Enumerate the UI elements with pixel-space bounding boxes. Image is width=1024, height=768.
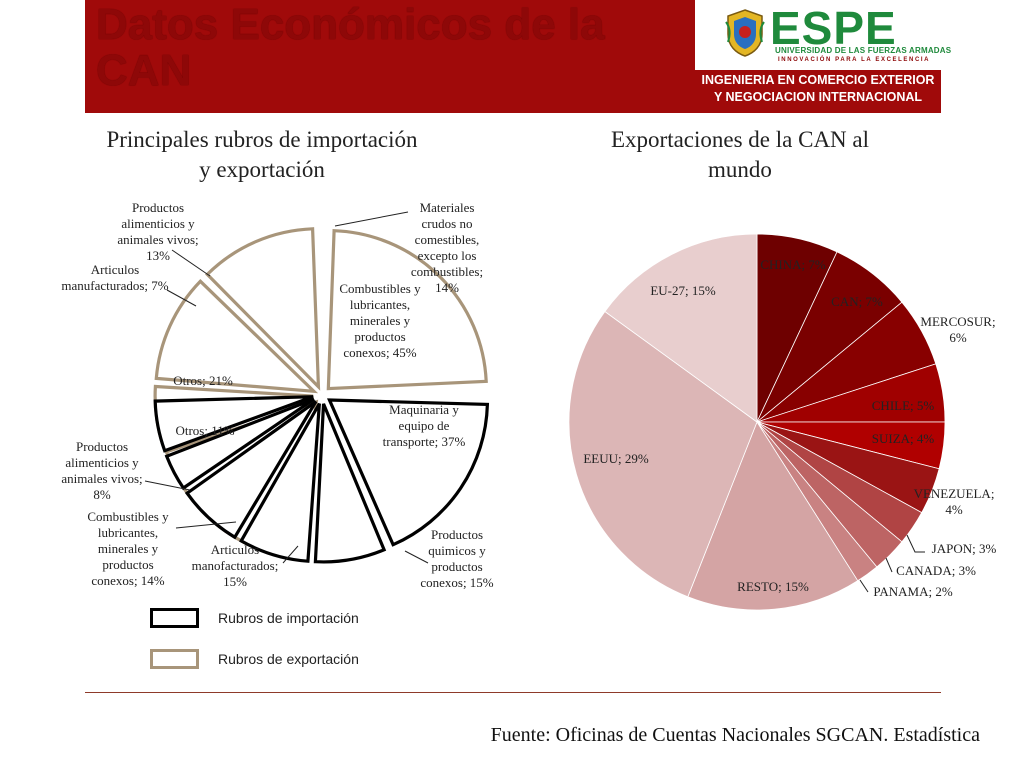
- export-label-articulos-manufacturados: Articulos manufacturados; 7%: [61, 262, 168, 293]
- export-label-materiales-crudos-no-comestibles-excepto-los-combustibles: Materiales crudos no comestibles, excepto l…: [411, 200, 483, 295]
- world-label-eeuu: EEUU; 29%: [583, 451, 649, 466]
- department-label: INGENIERIA EN COMERCIO EXTERIOR Y NEGOCI…: [701, 73, 935, 104]
- import-label-combustibles-y-lubricantes-minerales-y-productos-conexos: Combustibles y lubricantes, minerales y pro…: [87, 509, 169, 588]
- legend-export: Rubros de exportación: [150, 648, 359, 670]
- import-slice-combustibles-y-lubricantes-minerales-y-productos-conexos: [184, 400, 318, 540]
- world-slice-resto: [687, 421, 859, 611]
- slide-title: Datos Económicos de la CAN: [96, 0, 605, 95]
- export-leader-materiales-crudos-no-comestibles-excepto-los-combustibles: [334, 211, 409, 227]
- export-leader-productos-alimenticios-y-animales-vivos: [171, 249, 211, 277]
- import-label-productos-quimicos-y-productos-conexos: Productos quimicos y productos conexos; 15%: [420, 527, 493, 590]
- world-label-venezuela: VENEZUELA; 4%: [914, 486, 995, 517]
- legend-import-swatch: [150, 608, 199, 628]
- export-label-combustibles-y-lubricantes-minerales-y-productos-conexos: Combustibles y lubricantes, minerales y pro…: [339, 281, 421, 360]
- left-pie-labels: Combustibles y lubricantes, minerales y pro…: [61, 200, 493, 590]
- left-pie-leader-lines: [144, 211, 429, 564]
- import-label-articulos-manofacturados: Articulos manofacturados; 15%: [192, 542, 279, 589]
- legend-export-label: Rubros de exportación: [218, 651, 359, 667]
- world-label-japon: JAPON; 3%: [932, 541, 997, 556]
- world-label-can: CAN; 7%: [831, 294, 883, 309]
- right-pie-labels: CHINA; 7% CAN; 7% MERCOSUR; 6% CHILE; 5% SUIZ…: [583, 257, 996, 599]
- import-slice-otros: [153, 395, 314, 453]
- legend-import: Rubros de importación: [150, 607, 359, 629]
- export-label-otros: Otros; 21%: [173, 373, 233, 388]
- university-name: UNIVERSIDAD DE LAS FUERZAS ARMADAS: [775, 46, 952, 55]
- right-pie: [568, 233, 946, 611]
- import-slice-productos-alimenticios-y-animales-vivos: [164, 397, 315, 491]
- export-leader-articulos-manufacturados: [166, 289, 197, 307]
- export-label-productos-alimenticios-y-animales-vivos: Productos alimenticios y animales vivos; 13…: [117, 200, 198, 263]
- left-pie: [153, 227, 490, 564]
- legend-export-swatch: [150, 649, 199, 669]
- import-label-productos-alimenticios-y-animales-vivos: Productos alimenticios y animales vivos; 8%: [61, 439, 142, 502]
- world-leader-canada: [885, 557, 893, 573]
- right-pie-leader-lines: [859, 534, 925, 593]
- university-logo-text: ESPE: [770, 2, 897, 54]
- left-chart-title: Principales rubros de importación y expo…: [106, 127, 418, 182]
- export-slice-productos-alimenticios-y-animales-vivos: [154, 279, 319, 394]
- import-leader-productos-alimenticios-y-animales-vivos: [144, 480, 191, 491]
- world-slice-eu-27: [604, 233, 758, 423]
- world-label-suiza: SUIZA; 4%: [872, 431, 935, 446]
- import-label-otros: Otros; 11%: [175, 423, 234, 438]
- source-citation: Fuente: Oficinas de Cuentas Nacionales S…: [490, 724, 980, 746]
- legend-import-label: Rubros de importación: [218, 610, 359, 626]
- world-leader-panama: [859, 579, 869, 593]
- world-label-canada: CANADA; 3%: [896, 563, 976, 578]
- import-label-maquinaria-y-equipo-de-transporte: Maquinaria y equipo de transporte; 37%: [383, 402, 466, 449]
- import-slice-productos-quimicos-y-productos-conexos: [313, 403, 387, 564]
- world-slice-eeuu: [568, 310, 758, 598]
- world-leader-japon: [906, 534, 925, 553]
- world-label-china: CHINA; 7%: [760, 257, 826, 272]
- import-leader-articulos-manofacturados: [282, 545, 299, 564]
- import-leader-combustibles-y-lubricantes-minerales-y-productos-conexos: [175, 521, 237, 529]
- university-seal-icon: [725, 9, 765, 57]
- right-chart-title: Exportaciones de la CAN al mundo: [610, 127, 870, 182]
- world-label-mercosur: MERCOSUR; 6%: [920, 314, 995, 345]
- university-tagline: INNOVACIÓN PARA LA EXCELENCIA: [778, 57, 931, 63]
- world-label-resto: RESTO; 15%: [737, 579, 809, 594]
- import-slice-articulos-manofacturados: [239, 402, 321, 563]
- import-leader-productos-quimicos-y-productos-conexos: [404, 550, 429, 564]
- export-slice-materiales-crudos-no-comestibles-excepto-los-combustibles: [205, 227, 321, 391]
- export-slice-combustibles-y-lubricantes-minerales-y-productos-conexos: [326, 229, 488, 391]
- world-label-panama: PANAMA; 2%: [873, 584, 953, 599]
- footer-divider: [85, 692, 941, 693]
- world-label-eu-27: EU-27; 15%: [650, 283, 716, 298]
- world-label-chile: CHILE; 5%: [872, 398, 935, 413]
- import-slice-maquinaria-y-equipo-de-transporte: [326, 398, 490, 547]
